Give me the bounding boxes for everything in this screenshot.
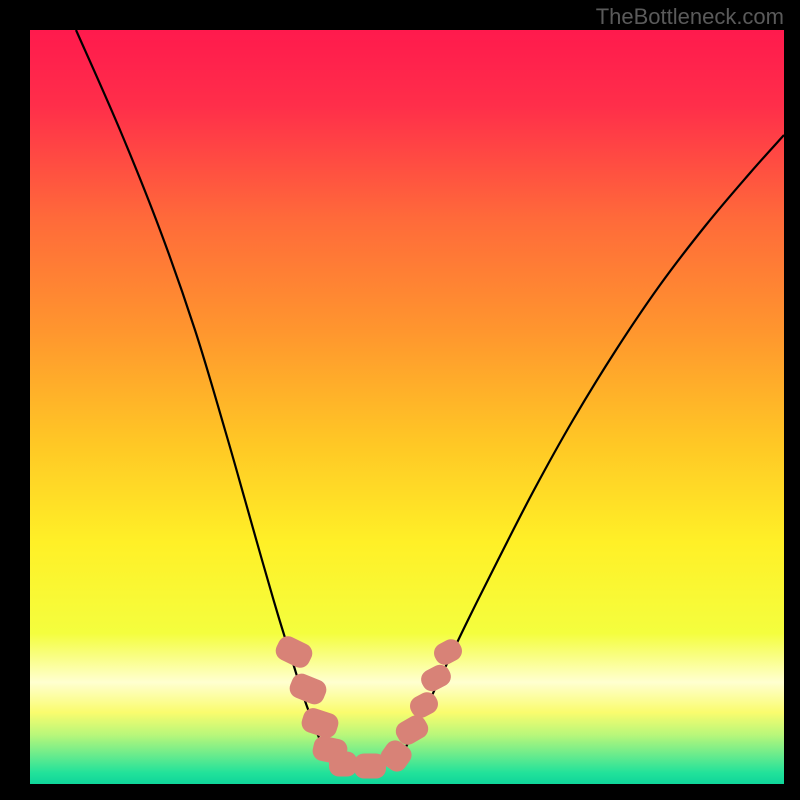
marker-segment [299,706,341,741]
chart-plot-area [30,30,784,784]
marker-segment [287,671,330,708]
marker-segment [329,752,357,777]
marker-segment [272,633,315,671]
bottom-marker [272,633,465,779]
bottleneck-curve-right [402,135,784,755]
marker-segment [430,636,465,669]
marker-segment [418,661,455,695]
watermark-text: TheBottleneck.com [596,4,784,30]
curves-layer [30,30,784,784]
